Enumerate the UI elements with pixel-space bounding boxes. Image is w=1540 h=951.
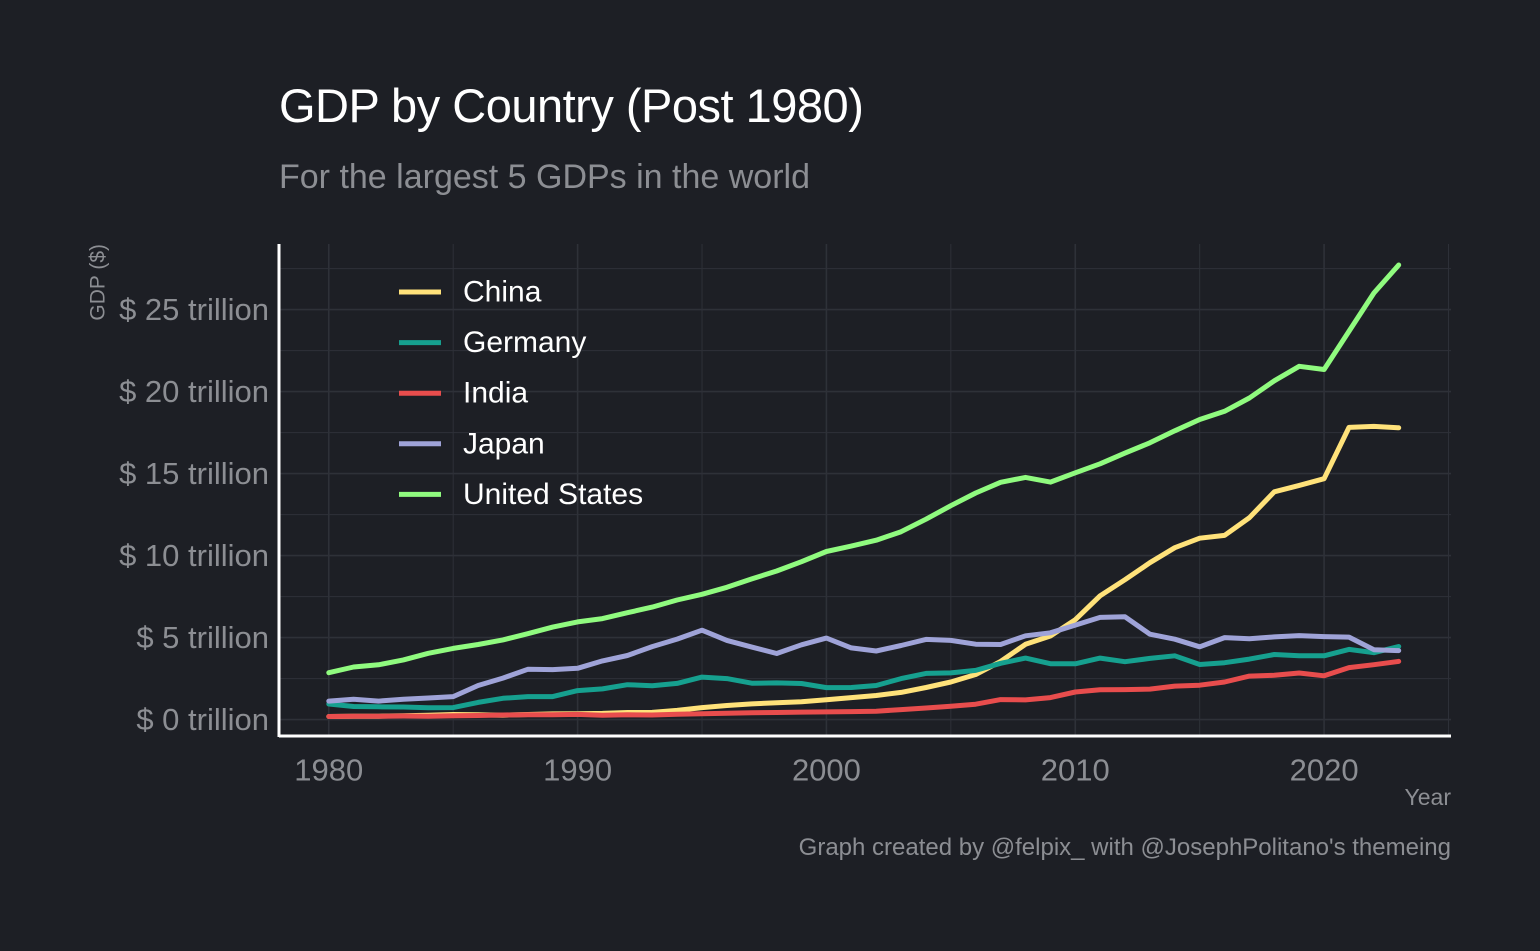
series-line-united-states bbox=[326, 262, 1402, 676]
x-tick-labels: 1980 1990 2000 2010 2020 bbox=[294, 753, 1358, 788]
y-tick-label: $ 25 trillion bbox=[119, 292, 269, 327]
legend: China Germany India Japan United States bbox=[399, 276, 643, 511]
series-lines bbox=[326, 262, 1402, 719]
legend-item: Japan bbox=[399, 427, 545, 460]
legend-label: Germany bbox=[463, 326, 586, 359]
y-tick-label: $ 5 trillion bbox=[136, 620, 269, 655]
y-tick-label: $ 10 trillion bbox=[119, 538, 269, 573]
legend-label: Japan bbox=[463, 427, 545, 460]
legend-label: United States bbox=[463, 478, 643, 511]
x-tick-label: 2000 bbox=[792, 753, 861, 788]
x-tick-label: 1980 bbox=[294, 753, 363, 788]
axes bbox=[277, 244, 1451, 738]
chart-caption: Graph created by @felpix_ with @JosephPo… bbox=[798, 834, 1451, 861]
y-tick-label: $ 0 trillion bbox=[136, 702, 269, 737]
x-tick-label: 2020 bbox=[1290, 753, 1359, 788]
y-tick-label: $ 15 trillion bbox=[119, 456, 269, 491]
series-line-india bbox=[326, 658, 1402, 719]
series-line-china bbox=[326, 423, 1402, 719]
chart-subtitle: For the largest 5 GDPs in the world bbox=[279, 158, 811, 196]
chart-title: GDP by Country (Post 1980) bbox=[279, 79, 864, 132]
y-tick-labels: $ 0 trillion $ 5 trillion $ 10 trillion $ 1… bbox=[119, 292, 269, 737]
legend-label: India bbox=[463, 377, 528, 410]
x-tick-label: 1990 bbox=[543, 753, 612, 788]
legend-item: India bbox=[399, 377, 528, 410]
legend-item: United States bbox=[399, 478, 643, 511]
x-tick-label: 2010 bbox=[1041, 753, 1110, 788]
x-axis-label: Year bbox=[1405, 784, 1452, 810]
series-line-japan bbox=[326, 614, 1402, 704]
series-line-germany bbox=[326, 644, 1402, 711]
legend-item: Germany bbox=[399, 326, 586, 359]
legend-item: China bbox=[399, 276, 542, 309]
legend-label: China bbox=[463, 276, 542, 309]
y-axis-label: GDP ($) bbox=[87, 244, 110, 321]
y-tick-label: $ 20 trillion bbox=[119, 374, 269, 409]
